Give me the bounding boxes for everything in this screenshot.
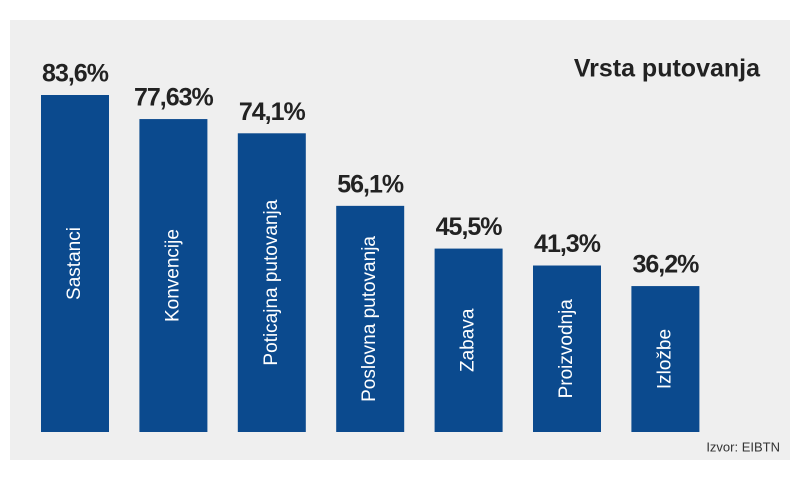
bar — [139, 119, 208, 432]
value-label: 77,63% — [134, 84, 214, 112]
value-label: 36,2% — [632, 251, 699, 279]
category-label: Poticajna putovanja — [261, 199, 282, 365]
category-label: Proizvodnja — [556, 299, 577, 399]
chart-title: Vrsta putovanja — [574, 55, 761, 83]
bar — [434, 248, 503, 432]
category-label: Sastanci — [64, 227, 85, 300]
value-label: 56,1% — [337, 170, 404, 198]
bar — [631, 286, 700, 432]
category-label: Izložbe — [654, 329, 675, 389]
category-label: Konvencije — [162, 229, 183, 322]
bar — [237, 133, 306, 432]
bar — [533, 265, 601, 432]
value-label: 45,5% — [436, 213, 503, 241]
value-label: 83,6% — [42, 60, 109, 88]
value-label: 41,3% — [534, 230, 601, 258]
category-label: Poslovna putovanja — [359, 236, 380, 402]
source-note: Izvor: EIBTN — [706, 439, 780, 454]
bar — [41, 95, 109, 432]
category-label: Zabava — [458, 308, 479, 372]
bar — [336, 205, 405, 432]
value-label: 74,1% — [239, 98, 306, 126]
